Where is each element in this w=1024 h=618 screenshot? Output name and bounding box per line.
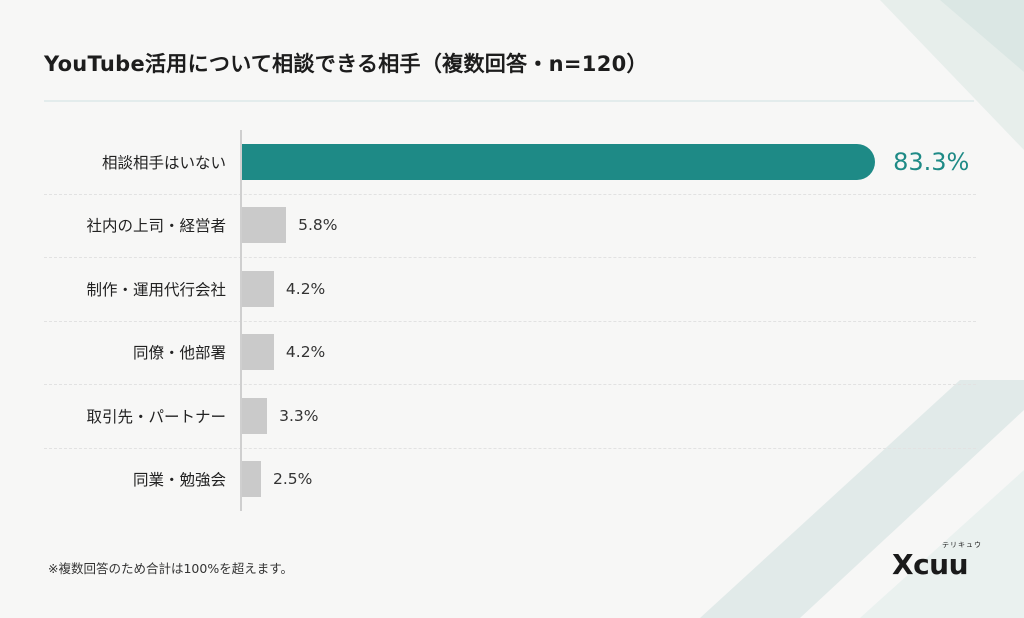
row-separator bbox=[44, 320, 976, 322]
category-label: 社内の上司・経営者 bbox=[86, 217, 226, 236]
row-separator bbox=[44, 447, 976, 449]
category-label: 同僚・他部署 bbox=[132, 344, 226, 363]
value-label: 2.5% bbox=[273, 470, 313, 489]
bar bbox=[242, 207, 287, 244]
bar bbox=[242, 143, 876, 180]
row-separator bbox=[44, 193, 976, 195]
value-label: 83.3% bbox=[893, 147, 970, 176]
chart-title: YouTube活用について相談できる相手（複数回答・n=120） bbox=[44, 52, 648, 76]
bar bbox=[242, 397, 268, 434]
category-axis-line bbox=[240, 130, 242, 511]
value-label: 3.3% bbox=[279, 406, 319, 425]
value-label: 5.8% bbox=[298, 216, 338, 235]
logo-text: Xcuu bbox=[892, 548, 969, 581]
title-divider bbox=[44, 100, 974, 102]
value-label: 4.2% bbox=[285, 279, 326, 298]
footnote: ※複数回答のため合計は100%を超えます。 bbox=[48, 561, 293, 576]
logo-kana: テリキュウ bbox=[942, 541, 982, 549]
value-label: 4.2% bbox=[285, 343, 326, 362]
bar bbox=[242, 334, 274, 371]
bar bbox=[242, 270, 274, 307]
row-separator bbox=[44, 257, 976, 258]
brand-logo: テリキュウ Xcuu bbox=[892, 540, 988, 584]
bar bbox=[242, 461, 261, 498]
row-separator bbox=[44, 384, 976, 385]
category-label: 制作・運用代行会社 bbox=[86, 280, 226, 299]
category-label: 同業・勉強会 bbox=[132, 471, 226, 490]
category-label: 相談相手はいない bbox=[101, 153, 226, 172]
category-label: 取引先・パートナー bbox=[86, 407, 226, 426]
